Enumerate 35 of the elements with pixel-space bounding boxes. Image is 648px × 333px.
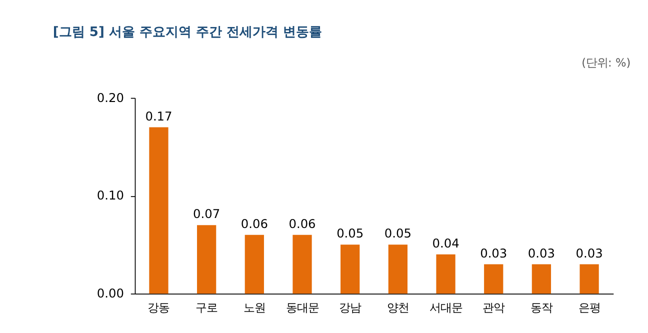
data-label: 0.04 [432, 236, 460, 250]
y-tick-label: 0.20 [96, 90, 124, 105]
bar [292, 234, 312, 294]
bar [580, 264, 599, 294]
bar [244, 234, 264, 294]
bar [340, 244, 360, 294]
text: (단위: %) [582, 56, 631, 70]
data-label: 0.06 [240, 216, 268, 231]
bar [197, 225, 216, 294]
data-label: 0.05 [336, 226, 364, 241]
bar [532, 264, 552, 294]
data-label: 0.03 [480, 246, 508, 260]
data-label: 0.03 [528, 246, 555, 260]
data-label: 0.07 [193, 207, 220, 222]
x-tick-label: 구로 [196, 301, 218, 314]
x-tick-label: 강동 [148, 301, 170, 314]
x-tick-label: 노원 [243, 301, 266, 314]
data-label: 0.17 [145, 109, 172, 124]
x-tick-label: 강남 [339, 301, 362, 314]
x-tick-label: 은평 [578, 301, 600, 314]
y-tick-label: 0.10 [96, 188, 124, 203]
data-label: 0.03 [576, 246, 603, 260]
data-label: 0.06 [288, 216, 316, 231]
bar [484, 264, 504, 294]
bar [149, 127, 168, 294]
x-tick-label: 동대문 [286, 301, 319, 314]
data-label: 0.05 [384, 226, 412, 241]
chart-title: [그림 5] 서울 주요지역 주간 전세가격 변동률 [52, 25, 322, 40]
y-tick-label: 0.00 [96, 286, 124, 300]
x-tick-label: 서대문 [429, 301, 462, 314]
bar [388, 244, 408, 294]
bar [436, 254, 456, 294]
x-tick-label: 동작 [530, 301, 552, 314]
x-tick-label: 관악 [482, 301, 505, 314]
x-tick-label: 양천 [386, 301, 409, 314]
